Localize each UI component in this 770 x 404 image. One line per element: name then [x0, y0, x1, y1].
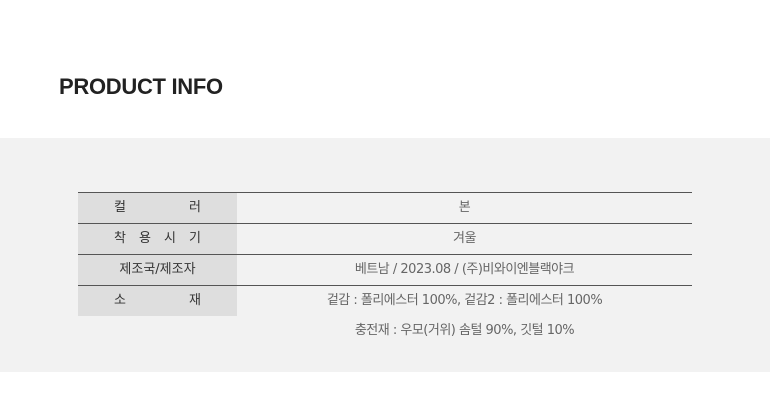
row-value: 겉감 : 폴리에스터 100%, 겉감2 : 폴리에스터 100% 충전재 : …: [237, 286, 692, 346]
material-line-1: 겉감 : 폴리에스터 100%, 겉감2 : 폴리에스터 100%: [326, 293, 603, 308]
row-label: 착 용 시 기: [78, 224, 237, 254]
row-value: 겨울: [453, 231, 476, 246]
row-label: 컬 러: [78, 193, 237, 223]
table-row-manufacturer: 제조국/제조자 베트남 / 2023.08 / (주)비와이엔블랙야크: [78, 255, 692, 286]
row-label: 소 재: [78, 286, 237, 316]
product-info-table: 컬 러 본 착 용 시 기 겨울 제조국/제조자 베트남 / 2023.08 /…: [78, 192, 692, 346]
row-label: 제조국/제조자: [78, 255, 237, 285]
table-row-season: 착 용 시 기 겨울: [78, 224, 692, 255]
row-value: 본: [458, 200, 471, 215]
table-row-material: 소 재 겉감 : 폴리에스터 100%, 겉감2 : 폴리에스터 100% 충전…: [78, 286, 692, 346]
table-row-color: 컬 러 본: [78, 193, 692, 224]
material-line-2: 충전재 : 우모(거위) 솜털 90%, 깃털 10%: [354, 323, 575, 338]
row-value: 베트남 / 2023.08 / (주)비와이엔블랙야크: [354, 262, 575, 277]
section-title: PRODUCT INFO: [59, 74, 223, 99]
